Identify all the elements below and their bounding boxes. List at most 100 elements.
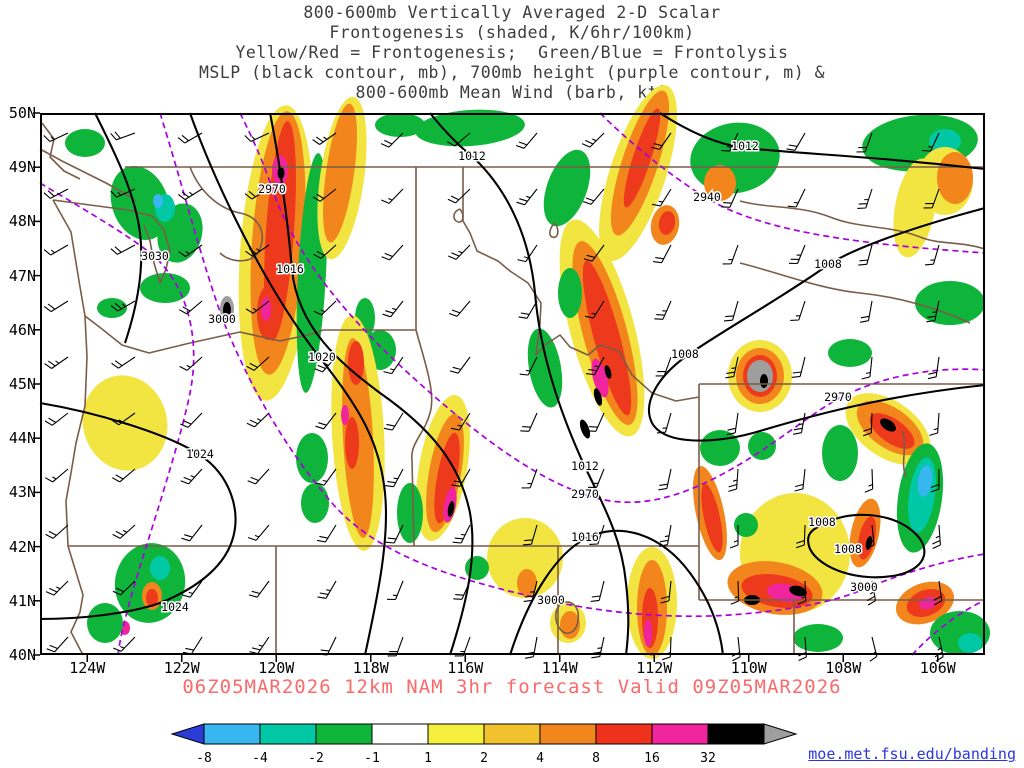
- state-border-line: [189, 166, 264, 262]
- wind-barb: [181, 580, 203, 598]
- wind-barb: [179, 356, 203, 371]
- wind-barb: [653, 244, 672, 264]
- shaded-region: [97, 298, 127, 318]
- wind-barb: [246, 356, 270, 371]
- wind-barb: [722, 244, 739, 265]
- contour-label: 1008: [808, 515, 836, 529]
- wind-barb: [44, 356, 69, 369]
- wind-barb: [792, 412, 806, 435]
- wind-barb: [447, 188, 471, 204]
- colorbar-cell: [371, 723, 429, 745]
- wind-barb: [387, 636, 404, 657]
- wind-barb: [110, 244, 136, 255]
- contour-label: 2940: [693, 190, 721, 204]
- wind-barb: [934, 636, 944, 662]
- shaded-region: [929, 129, 961, 153]
- contour-label: 1008: [834, 542, 862, 556]
- map-canvas: 1012 1012 2940 2970 1016 3030 3000 1020 1024 1024…: [33, 85, 990, 662]
- colorbar-cell: [595, 723, 653, 745]
- wind-barb: [723, 300, 739, 322]
- wind-barb: [651, 132, 672, 150]
- title-line-4: MSLP (black contour, mb), 700mb height (…: [198, 63, 826, 82]
- colorbar-cell: [651, 723, 709, 745]
- wind-barb: [515, 132, 538, 149]
- colorbar-cell: [707, 723, 765, 745]
- wind-barb: [729, 525, 739, 549]
- wind-barb: [385, 468, 404, 488]
- shaded-region: [434, 432, 460, 524]
- wind-barb: [932, 524, 941, 550]
- lon-tick-label: 110W: [730, 659, 767, 677]
- shaded-region: [644, 619, 652, 647]
- lat-tick-label: 42N: [8, 537, 36, 556]
- wind-barb: [524, 636, 538, 659]
- shaded-region: [937, 152, 973, 204]
- wind-barb: [857, 188, 873, 209]
- lat-tick-label: 48N: [8, 212, 36, 231]
- wind-barb: [519, 356, 538, 376]
- wind-barb: [45, 580, 69, 596]
- shaded-region: [110, 166, 170, 240]
- wind-barb: [583, 244, 605, 262]
- mslp-contour: [268, 112, 474, 656]
- wind-barb: [318, 636, 337, 656]
- lon-tick-label: 114W: [541, 659, 578, 677]
- wind-barb: [453, 580, 471, 600]
- mslp-contour: [659, 112, 986, 171]
- wind-barb: [651, 188, 672, 207]
- wind-barb: [924, 244, 940, 266]
- wind-barb: [313, 300, 337, 316]
- shaded-region: [917, 465, 933, 497]
- shaded-region: [747, 360, 773, 392]
- axis-ticks: [33, 112, 939, 662]
- wind-barb: [382, 300, 404, 318]
- wind-barb: [787, 188, 806, 208]
- site-link[interactable]: moe.met.fsu.edu/banding: [808, 745, 1016, 763]
- state-border-line: [739, 262, 971, 324]
- shaded-region: [527, 328, 563, 408]
- wind-barb: [315, 468, 337, 486]
- wind-barb: [520, 412, 538, 432]
- shaded-region: [517, 569, 537, 597]
- colorbar-tick-label: -8: [196, 751, 212, 766]
- colorbar-cell: [259, 723, 317, 745]
- wind-barb: [521, 468, 538, 489]
- shaded-region: [223, 302, 231, 318]
- wind-barb: [244, 132, 270, 142]
- contour-label: 1024: [161, 600, 189, 614]
- wind-barb: [788, 244, 806, 265]
- shaded-region: [958, 633, 982, 653]
- colorbar-cell: [315, 723, 373, 745]
- mslp-contour: [647, 206, 986, 442]
- wind-barb: [930, 469, 940, 493]
- shaded-region: [734, 513, 758, 537]
- contour-label: 1012: [458, 149, 486, 163]
- lon-tick-label: 120W: [258, 659, 295, 677]
- wind-barb: [794, 468, 806, 492]
- wind-barb: [383, 412, 404, 431]
- wind-barb: [725, 356, 739, 379]
- wind-barb: [181, 524, 203, 542]
- contour-labels: 1012 1012 2940 2970 1016 3030 3000 1020 1024 1024…: [140, 138, 880, 616]
- wind-barb: [921, 132, 940, 152]
- state-border-line: [52, 199, 88, 656]
- wind-barb: [654, 300, 672, 320]
- contour-label: 1020: [308, 350, 336, 364]
- wind-barb: [523, 580, 538, 602]
- mslp-contours: [39, 112, 986, 656]
- wind-barb: [869, 636, 878, 662]
- shaded-region: [560, 611, 580, 639]
- colorbar-tick-label: 4: [536, 751, 544, 766]
- shaded-region: [593, 388, 603, 406]
- contour-label: 2970: [258, 182, 286, 196]
- contour-label: 1012: [571, 459, 599, 473]
- shaded-region: [793, 624, 843, 652]
- wind-barb: [386, 580, 404, 601]
- shaded-region: [397, 483, 423, 543]
- shaded-region: [261, 297, 271, 321]
- state-border-line: [462, 167, 700, 402]
- wind-barb: [450, 412, 471, 431]
- state-border-line: [549, 222, 559, 239]
- wind-barb: [797, 580, 807, 605]
- shaded-region: [748, 432, 776, 460]
